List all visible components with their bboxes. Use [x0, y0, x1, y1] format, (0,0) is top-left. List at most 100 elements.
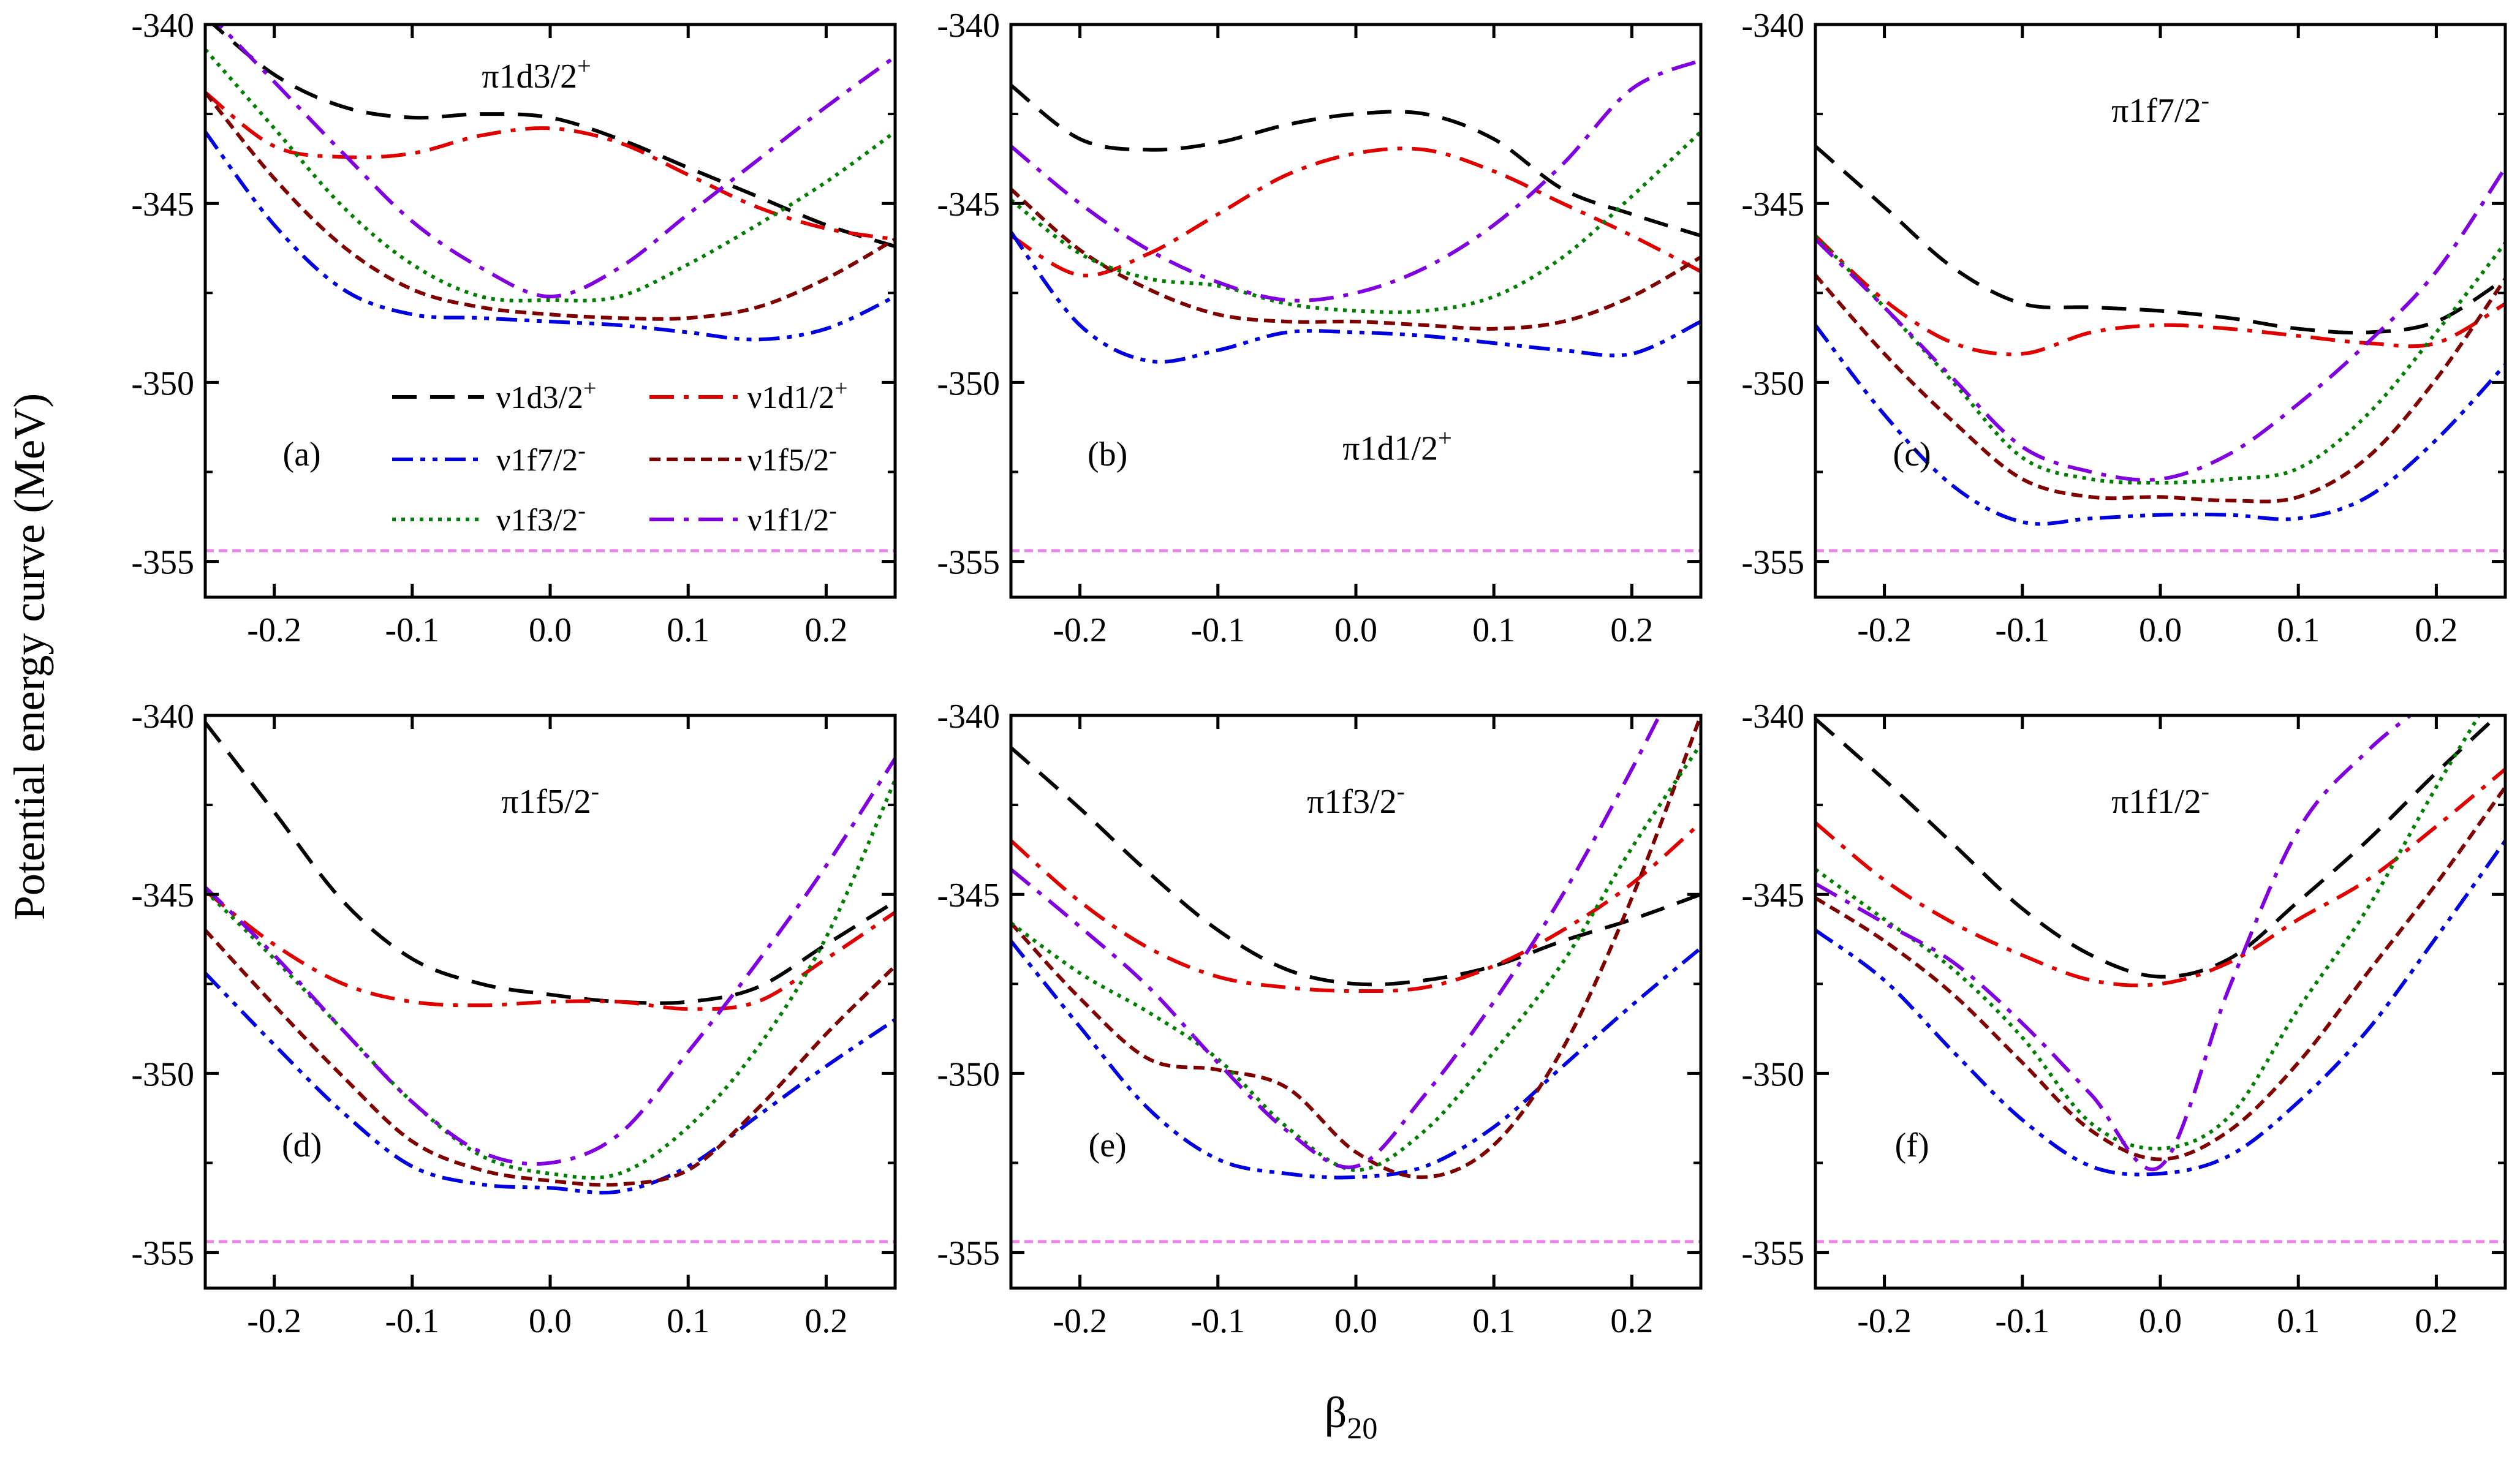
panel-title-sup: +: [577, 52, 591, 80]
x-axis-title: β20: [1325, 1388, 1378, 1445]
series-line-2: [205, 971, 895, 1195]
series-line-2: [205, 130, 895, 342]
legend-label-sup: -: [578, 498, 586, 524]
y-tick-label: -345: [1741, 186, 1804, 224]
legend-label-0: ν1d3/2+: [496, 375, 596, 415]
x-tick-label: 0.1: [2277, 1302, 2320, 1340]
series-line-3: [1815, 786, 2505, 1161]
x-tick-label: -0.2: [1053, 611, 1107, 649]
legend-label-sup: -: [829, 498, 837, 524]
panel-title-sup: -: [2201, 777, 2209, 805]
x-tick-label: 0.1: [667, 611, 709, 649]
x-tick-label: -0.1: [1995, 1302, 2049, 1340]
y-tick-label: -340: [1741, 7, 1804, 45]
x-tick-label: 0.2: [804, 1302, 847, 1340]
series-line-3: [205, 91, 895, 321]
x-tick-label: -0.2: [1857, 611, 1912, 649]
legend-label-main: ν1f5/2: [747, 443, 829, 478]
legend-label-main: ν1f1/2: [747, 503, 829, 538]
series-line-4: [1815, 715, 2481, 1151]
x-tick-label: 0.1: [2277, 611, 2320, 649]
y-tick-label: -350: [1741, 364, 1804, 402]
panel-title: π1f5/2-: [501, 777, 599, 821]
series-line-5: [216, 25, 895, 299]
panel-title: π1f3/2-: [1307, 777, 1405, 821]
series-group: [1815, 145, 2505, 526]
y-tick-label: -340: [937, 698, 1000, 736]
y-axis-title: Potential energy curve (MeV): [5, 393, 54, 920]
series-line-4: [1011, 130, 1701, 314]
panel-2: -0.2 -0.1 0.0 0.1 0.2 -355 -350 -345 -340 (c) π1f7…: [1741, 7, 2507, 649]
legend-label-sup: +: [834, 375, 847, 401]
x-tick-label: 0.1: [1472, 611, 1515, 649]
panel-title-main: π1f7/2: [2111, 92, 2201, 130]
x-axis-title-main: β: [1325, 1388, 1347, 1437]
x-axis-title-subscript: 20: [1347, 1411, 1377, 1445]
x-tick-label: 0.0: [1334, 1302, 1377, 1340]
x-tick-label: -0.1: [385, 1302, 439, 1340]
series-line-4: [205, 48, 895, 303]
series-line-0: [1815, 715, 2500, 979]
legend-label-main: ν1d3/2: [496, 380, 583, 415]
x-tick-label: -0.2: [1053, 1302, 1107, 1340]
panel-title-main: π1d1/2: [1342, 430, 1438, 468]
panel-title: π1d1/2+: [1342, 424, 1451, 468]
panel-4: -0.2 -0.1 0.0 0.1 0.2 -355 -350 -345 -340 (e) π1f3…: [937, 698, 1703, 1340]
x-tick-label: 0.2: [1610, 611, 1653, 649]
y-tick-label: -345: [937, 877, 1000, 915]
x-tick-label: -0.2: [1857, 1302, 1912, 1340]
panel-title-main: π1d3/2: [482, 58, 577, 96]
panel-5: -0.2 -0.1 0.0 0.1 0.2 -355 -350 -345 -340 (f) π1f1…: [1741, 698, 2507, 1340]
series-line-5: [1011, 58, 1701, 303]
y-tick-label: -350: [937, 364, 1000, 402]
x-tick-label: 0.1: [667, 1302, 709, 1340]
series-line-3: [205, 929, 895, 1187]
y-tick-label: -350: [131, 364, 194, 402]
y-tick-label: -345: [131, 877, 194, 915]
y-tick-label: -345: [131, 186, 194, 224]
series-line-0: [1011, 746, 1701, 987]
legend: ν1d3/2+ ν1d1/2+ν1f7/2- ν1f5/2-ν1f3/2- ν1f1/…: [392, 375, 847, 538]
panel-label: (d): [282, 1126, 322, 1164]
x-tick-label: -0.1: [1190, 611, 1245, 649]
series-line-1: [205, 889, 895, 1011]
x-tick-label: 0.2: [2415, 611, 2458, 649]
series-line-2: [1011, 940, 1701, 1180]
x-tick-label: 0.2: [1610, 1302, 1653, 1340]
series-line-2: [1011, 231, 1701, 364]
series-line-5: [205, 757, 895, 1166]
x-tick-label: -0.1: [1995, 611, 2049, 649]
x-tick-label: 0.2: [2415, 1302, 2458, 1340]
panel-label: (b): [1088, 436, 1127, 473]
series-line-3: [1815, 274, 2505, 503]
y-tick-label: -345: [1741, 877, 1804, 915]
series-line-2: [1815, 324, 2505, 526]
y-tick-label: -355: [1741, 544, 1804, 582]
x-tick-label: 0.0: [2139, 1302, 2182, 1340]
x-tick-label: 0.2: [804, 611, 847, 649]
legend-label-5: ν1f1/2-: [747, 498, 837, 538]
legend-label-main: ν1f3/2: [496, 503, 578, 538]
x-tick-label: 0.0: [529, 1302, 572, 1340]
y-tick-label: -350: [131, 1055, 194, 1093]
panel-title-main: π1f1/2: [2111, 783, 2201, 821]
series-line-2: [1815, 839, 2505, 1177]
y-tick-label: -350: [1741, 1055, 1804, 1093]
series-line-5: [1815, 167, 2505, 482]
panel-title: π1f1/2-: [2111, 777, 2209, 821]
x-tick-label: 0.0: [1334, 611, 1377, 649]
series-group: [205, 25, 895, 342]
y-tick-label: -340: [1741, 698, 1804, 736]
panel-label: (a): [283, 436, 321, 473]
series-group: [1011, 715, 1701, 1180]
series-line-5: [1815, 715, 2413, 1172]
legend-label-main: ν1d1/2: [747, 380, 834, 415]
series-line-1: [1011, 146, 1701, 277]
y-tick-label: -340: [131, 698, 194, 736]
legend-label-sup: -: [578, 438, 586, 464]
y-tick-label: -355: [131, 544, 194, 582]
legend-label-sup: -: [829, 438, 837, 464]
series-line-5: [1011, 715, 1662, 1169]
panel-label: (c): [1893, 436, 1931, 473]
